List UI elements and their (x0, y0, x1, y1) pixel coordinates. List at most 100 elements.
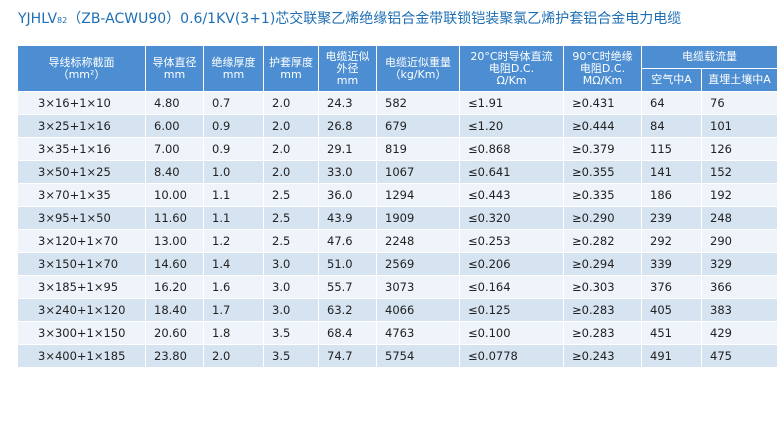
cell-section: 3×185+1×95 (17, 275, 146, 299)
cell-section: 3×300+1×150 (17, 321, 146, 345)
cell-ampacity-air: 405 (641, 298, 702, 322)
header-ampacity-text: 电缆载流量 (682, 50, 737, 63)
cell-sheath: 2.0 (263, 114, 319, 138)
header-ampacity-air: 空气中A (641, 68, 702, 92)
header-resistance-20-text: 20°C时导体直流 电阻D.C. Ω/Km (470, 49, 553, 87)
header-insulation: 绝缘厚度 mm (203, 45, 264, 92)
cell-weight: 4763 (376, 321, 460, 345)
cell-weight: 2569 (376, 252, 460, 276)
cell-outer-dia: 51.0 (318, 252, 377, 276)
cell-sheath: 2.5 (263, 183, 319, 207)
cell-ampacity-ground: 290 (701, 229, 778, 253)
cell-weight: 582 (376, 91, 460, 115)
cell-insulation-res-90: ≥0.355 (563, 160, 642, 184)
cell-weight: 1294 (376, 183, 460, 207)
cell-conductor-dia: 16.20 (145, 275, 204, 299)
cell-conductor-dia: 14.60 (145, 252, 204, 276)
cell-resistance-20: ≤0.320 (459, 206, 564, 230)
cell-conductor-dia: 10.00 (145, 183, 204, 207)
cell-insulation: 1.2 (203, 229, 264, 253)
table-row: 3×300+1×150 20.60 1.8 3.5 68.4 4763 ≤0.100 ≥0.2… (17, 321, 778, 345)
cell-section: 3×240+1×120 (17, 298, 146, 322)
cell-resistance-20: ≤1.20 (459, 114, 564, 138)
cell-ampacity-air: 451 (641, 321, 702, 345)
cell-sheath: 2.0 (263, 137, 319, 161)
table-row: 3×25+1×16 6.00 0.9 2.0 26.8 679 ≤1.20 ≥0.444 84 1… (17, 114, 778, 138)
header-outer-dia-text: 电缆近似 外径 mm (325, 49, 370, 87)
cell-section: 3×150+1×70 (17, 252, 146, 276)
cell-ampacity-air: 239 (641, 206, 702, 230)
cell-ampacity-air: 292 (641, 229, 702, 253)
cell-insulation-res-90: ≥0.283 (563, 298, 642, 322)
cell-ampacity-ground: 192 (701, 183, 778, 207)
header-ampacity-ground-text: 直埋土壤中A (708, 73, 771, 86)
table-body: 3×16+1×10 4.80 0.7 2.0 24.3 582 ≤1.91 ≥0.431 64 7… (17, 91, 778, 368)
cell-sheath: 3.0 (263, 298, 319, 322)
cell-insulation: 0.9 (203, 137, 264, 161)
cell-conductor-dia: 7.00 (145, 137, 204, 161)
header-ampacity-air-text: 空气中A (651, 73, 692, 86)
header-conductor-dia-text: 导体直径 mm (152, 55, 197, 81)
cell-section: 3×25+1×16 (17, 114, 146, 138)
cell-insulation-res-90: ≥0.379 (563, 137, 642, 161)
table-row: 3×95+1×50 11.60 1.1 2.5 43.9 1909 ≤0.320 ≥0.290… (17, 206, 778, 230)
cell-conductor-dia: 11.60 (145, 206, 204, 230)
cell-insulation: 1.7 (203, 298, 264, 322)
cell-outer-dia: 63.2 (318, 298, 377, 322)
cell-insulation-res-90: ≥0.243 (563, 344, 642, 368)
table-row: 3×50+1×25 8.40 1.0 2.0 33.0 1067 ≤0.641 ≥0.355 1… (17, 160, 778, 184)
header-section-text: 导线标称截面 （mm²） (48, 55, 115, 81)
cell-ampacity-air: 339 (641, 252, 702, 276)
cell-insulation-res-90: ≥0.282 (563, 229, 642, 253)
header-sheath: 护套厚度 mm (263, 45, 319, 92)
title-rest: （ZB-ACWU90）0.6/1KV(3+1)芯交联聚乙烯绝缘铝合金带联锁铠装聚… (67, 11, 682, 27)
cell-insulation-res-90: ≥0.431 (563, 91, 642, 115)
cell-ampacity-air: 491 (641, 344, 702, 368)
cell-ampacity-ground: 248 (701, 206, 778, 230)
cell-section: 3×400+1×185 (17, 344, 146, 368)
header-conductor-dia: 导体直径 mm (145, 45, 204, 92)
page-title: YJHLV82（ZB-ACWU90）0.6/1KV(3+1)芯交联聚乙烯绝缘铝合… (18, 8, 778, 28)
cell-section: 3×95+1×50 (17, 206, 146, 230)
header-ampacity: 电缆载流量 (641, 45, 778, 69)
cell-outer-dia: 29.1 (318, 137, 377, 161)
cell-ampacity-air: 84 (641, 114, 702, 138)
title-model: YJHLV (18, 11, 58, 27)
cell-insulation: 1.1 (203, 206, 264, 230)
cell-insulation-res-90: ≥0.303 (563, 275, 642, 299)
cell-insulation: 1.1 (203, 183, 264, 207)
cell-ampacity-ground: 429 (701, 321, 778, 345)
cell-weight: 1067 (376, 160, 460, 184)
cell-section: 3×50+1×25 (17, 160, 146, 184)
cell-conductor-dia: 20.60 (145, 321, 204, 345)
cell-insulation: 1.6 (203, 275, 264, 299)
cell-sheath: 2.0 (263, 160, 319, 184)
header-section: 导线标称截面 （mm²） (17, 45, 146, 92)
cell-ampacity-ground: 152 (701, 160, 778, 184)
cell-weight: 4066 (376, 298, 460, 322)
cell-weight: 3073 (376, 275, 460, 299)
cell-sheath: 3.0 (263, 252, 319, 276)
cell-insulation-res-90: ≥0.283 (563, 321, 642, 345)
cell-conductor-dia: 13.00 (145, 229, 204, 253)
header-sheath-text: 护套厚度 mm (269, 55, 313, 81)
cell-conductor-dia: 8.40 (145, 160, 204, 184)
cell-resistance-20: ≤0.125 (459, 298, 564, 322)
cell-sheath: 2.5 (263, 206, 319, 230)
table-row: 3×150+1×70 14.60 1.4 3.0 51.0 2569 ≤0.206 ≥0.29… (17, 252, 778, 276)
cell-ampacity-air: 141 (641, 160, 702, 184)
header-insulation-text: 绝缘厚度 mm (211, 55, 256, 81)
cable-spec-table: 导线标称截面 （mm²） 导体直径 mm 绝缘厚度 mm 护套厚度 mm 电缆近… (17, 45, 778, 368)
cell-ampacity-air: 186 (641, 183, 702, 207)
title-model-sub: 82 (57, 16, 68, 25)
cell-sheath: 3.5 (263, 344, 319, 368)
cell-resistance-20: ≤0.206 (459, 252, 564, 276)
header-weight-text: 电缆近似重量 （kg/Km） (385, 55, 451, 81)
cell-insulation: 2.0 (203, 344, 264, 368)
cell-section: 3×120+1×70 (17, 229, 146, 253)
cell-resistance-20: ≤0.641 (459, 160, 564, 184)
cell-ampacity-ground: 101 (701, 114, 778, 138)
cell-ampacity-ground: 126 (701, 137, 778, 161)
cell-insulation-res-90: ≥0.294 (563, 252, 642, 276)
cell-sheath: 3.5 (263, 321, 319, 345)
